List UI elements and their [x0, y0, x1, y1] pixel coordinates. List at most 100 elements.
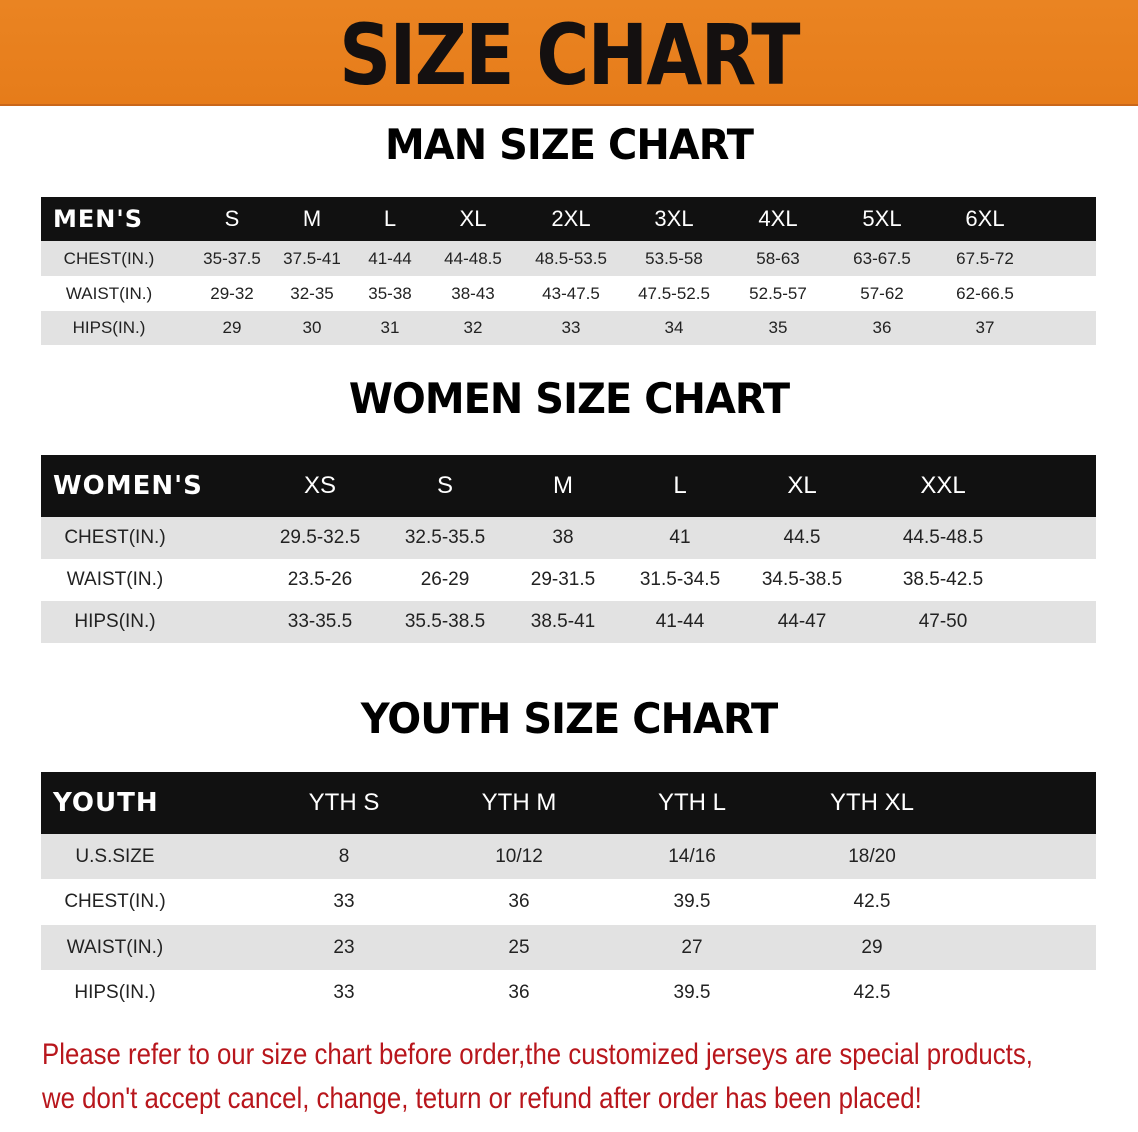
- size-column-header: 2XL: [551, 206, 591, 231]
- table-cell: 29: [861, 936, 883, 958]
- size-column-header: YTH L: [657, 789, 727, 816]
- size-column-header: S: [224, 206, 240, 231]
- table-header-label: YOUTH: [53, 788, 159, 818]
- table-cell: 37.5-41: [283, 248, 341, 268]
- table-cell: 48.5-53.5: [535, 248, 607, 268]
- table-row: HIPS(IN.) 33-35.5 35.5-38.5 38.5-41 41-44 44-…: [41, 601, 1096, 643]
- table-cell: 33: [333, 981, 355, 1003]
- table-row: WAIST(IN.) 23.5-26 26-29 29-31.5 31.5-34.5 34…: [41, 559, 1096, 601]
- table-cell: 34: [664, 318, 684, 337]
- table-row: WAIST(IN.) 23 25 27 29: [41, 925, 1096, 970]
- table-row: WAIST(IN.) 29-32 32-35 35-38 38-43 43-47.5 47.…: [41, 276, 1096, 311]
- table-cell: 33: [333, 891, 355, 912]
- table-cell: 53.5-58: [645, 248, 703, 268]
- table-cell: 38.5-41: [530, 611, 596, 632]
- table-row: CHEST(IN.) 29.5-32.5 32.5-35.5 38 41 44.5 44.5…: [41, 517, 1096, 559]
- table-header-label: MEN'S: [53, 205, 143, 233]
- size-column-header: 4XL: [758, 206, 798, 231]
- size-column-header: S: [436, 472, 454, 499]
- banner: SIZE CHART: [0, 0, 1138, 106]
- table-cell: 44-48.5: [444, 248, 502, 268]
- table-cell: 35-38: [368, 283, 412, 303]
- row-label: CHEST(IN.): [64, 527, 166, 548]
- table-cell: 31: [380, 318, 400, 337]
- table-row: HIPS(IN.) 33 36 39.5 42.5: [41, 970, 1096, 1015]
- men-section-title: MAN SIZE CHART: [385, 120, 754, 169]
- size-column-header: YTH XL: [829, 789, 915, 816]
- row-label: CHEST(IN.): [64, 891, 166, 912]
- table-cell: 23.5-26: [287, 569, 353, 590]
- table-cell: 41: [669, 527, 691, 548]
- size-column-header: XS: [303, 472, 337, 499]
- table-cell: 35.5-38.5: [404, 611, 486, 632]
- row-label: U.S.SIZE: [75, 845, 155, 867]
- table-cell: 35-37.5: [203, 248, 261, 268]
- table-row: CHEST(IN.) 35-37.5 37.5-41 41-44 44-48.5 48.5…: [41, 241, 1096, 276]
- table-row: CHEST(IN.) 33 36 39.5 42.5: [41, 879, 1096, 925]
- table-cell: 10/12: [495, 845, 543, 867]
- table-cell: 32: [463, 318, 483, 337]
- youth-section-title: YOUTH SIZE CHART: [360, 694, 778, 743]
- table-cell: 44.5: [783, 527, 821, 548]
- table-cell: 37: [975, 318, 995, 337]
- table-cell: 33: [561, 318, 581, 337]
- size-column-header: L: [673, 472, 687, 499]
- table-cell: 44-47: [777, 611, 827, 632]
- table-cell: 42.5: [853, 981, 891, 1003]
- size-column-header: 6XL: [965, 206, 1005, 231]
- table-cell: 35: [768, 318, 788, 337]
- women-section-title: WOMEN SIZE CHART: [348, 374, 790, 423]
- table-cell: 41-44: [655, 611, 705, 632]
- table-cell: 32.5-35.5: [404, 527, 486, 548]
- table-cell: 52.5-57: [749, 283, 807, 303]
- table-cell: 38: [552, 527, 574, 548]
- table-cell: 39.5: [673, 981, 711, 1003]
- size-column-header: 5XL: [862, 206, 902, 231]
- policy-note-line-1: Please refer to our size chart before or…: [42, 1038, 1033, 1071]
- table-cell: 43-47.5: [542, 283, 600, 303]
- main-title: SIZE CHART: [339, 6, 800, 104]
- row-label: HIPS(IN.): [74, 611, 156, 632]
- row-label: HIPS(IN.): [72, 318, 146, 337]
- table-cell: 36: [872, 318, 892, 337]
- table-header-row: YOUTH YTH S YTH M YTH L YTH XL: [41, 772, 1096, 834]
- table-cell: 57-62: [860, 283, 904, 303]
- size-column-header: L: [383, 206, 397, 231]
- table-cell: 62-66.5: [956, 283, 1014, 303]
- table-cell: 8: [338, 845, 350, 867]
- table-cell: 33-35.5: [287, 611, 353, 632]
- table-cell: 29: [222, 318, 242, 337]
- table-cell: 67.5-72: [956, 248, 1014, 268]
- table-cell: 29-32: [210, 283, 254, 303]
- row-label: WAIST(IN.): [65, 283, 153, 303]
- row-label: WAIST(IN.): [66, 936, 164, 958]
- table-cell: 31.5-34.5: [639, 569, 721, 590]
- table-cell: 30: [302, 318, 322, 337]
- table-cell: 38-43: [451, 283, 495, 303]
- men-size-table: MEN'S S M L XL 2XL 3XL 4XL 5XL 6XL CHEST(IN.) 35-37…: [41, 197, 1096, 345]
- table-cell: 36: [508, 981, 530, 1003]
- table-cell: 18/20: [848, 845, 896, 867]
- table-cell: 58-63: [756, 248, 800, 268]
- table-cell: 63-67.5: [853, 248, 911, 268]
- row-label: WAIST(IN.): [66, 569, 164, 590]
- youth-size-table: YOUTH YTH S YTH M YTH L YTH XL U.S.SIZE 8 10/12…: [41, 772, 1096, 1015]
- table-cell: 34.5-38.5: [761, 569, 843, 590]
- policy-note-line-2: we don't accept cancel, change, teturn o…: [42, 1082, 922, 1115]
- size-column-header: XXL: [920, 472, 966, 499]
- table-cell: 25: [508, 936, 530, 958]
- table-cell: 29-31.5: [530, 569, 596, 590]
- table-cell: 26-29: [420, 569, 470, 590]
- table-cell: 47.5-52.5: [638, 283, 710, 303]
- table-header-row: WOMEN'S XS S M L XL XXL: [41, 455, 1096, 517]
- size-column-header: YTH M: [481, 789, 557, 816]
- table-cell: 29.5-32.5: [279, 527, 361, 548]
- size-column-header: YTH S: [308, 789, 380, 816]
- table-cell: 14/16: [668, 845, 716, 867]
- table-cell: 27: [681, 936, 703, 958]
- table-cell: 38.5-42.5: [902, 569, 984, 590]
- row-label: HIPS(IN.): [74, 981, 156, 1003]
- size-column-header: M: [302, 206, 322, 231]
- table-cell: 47-50: [918, 611, 968, 632]
- table-cell: 42.5: [853, 891, 891, 912]
